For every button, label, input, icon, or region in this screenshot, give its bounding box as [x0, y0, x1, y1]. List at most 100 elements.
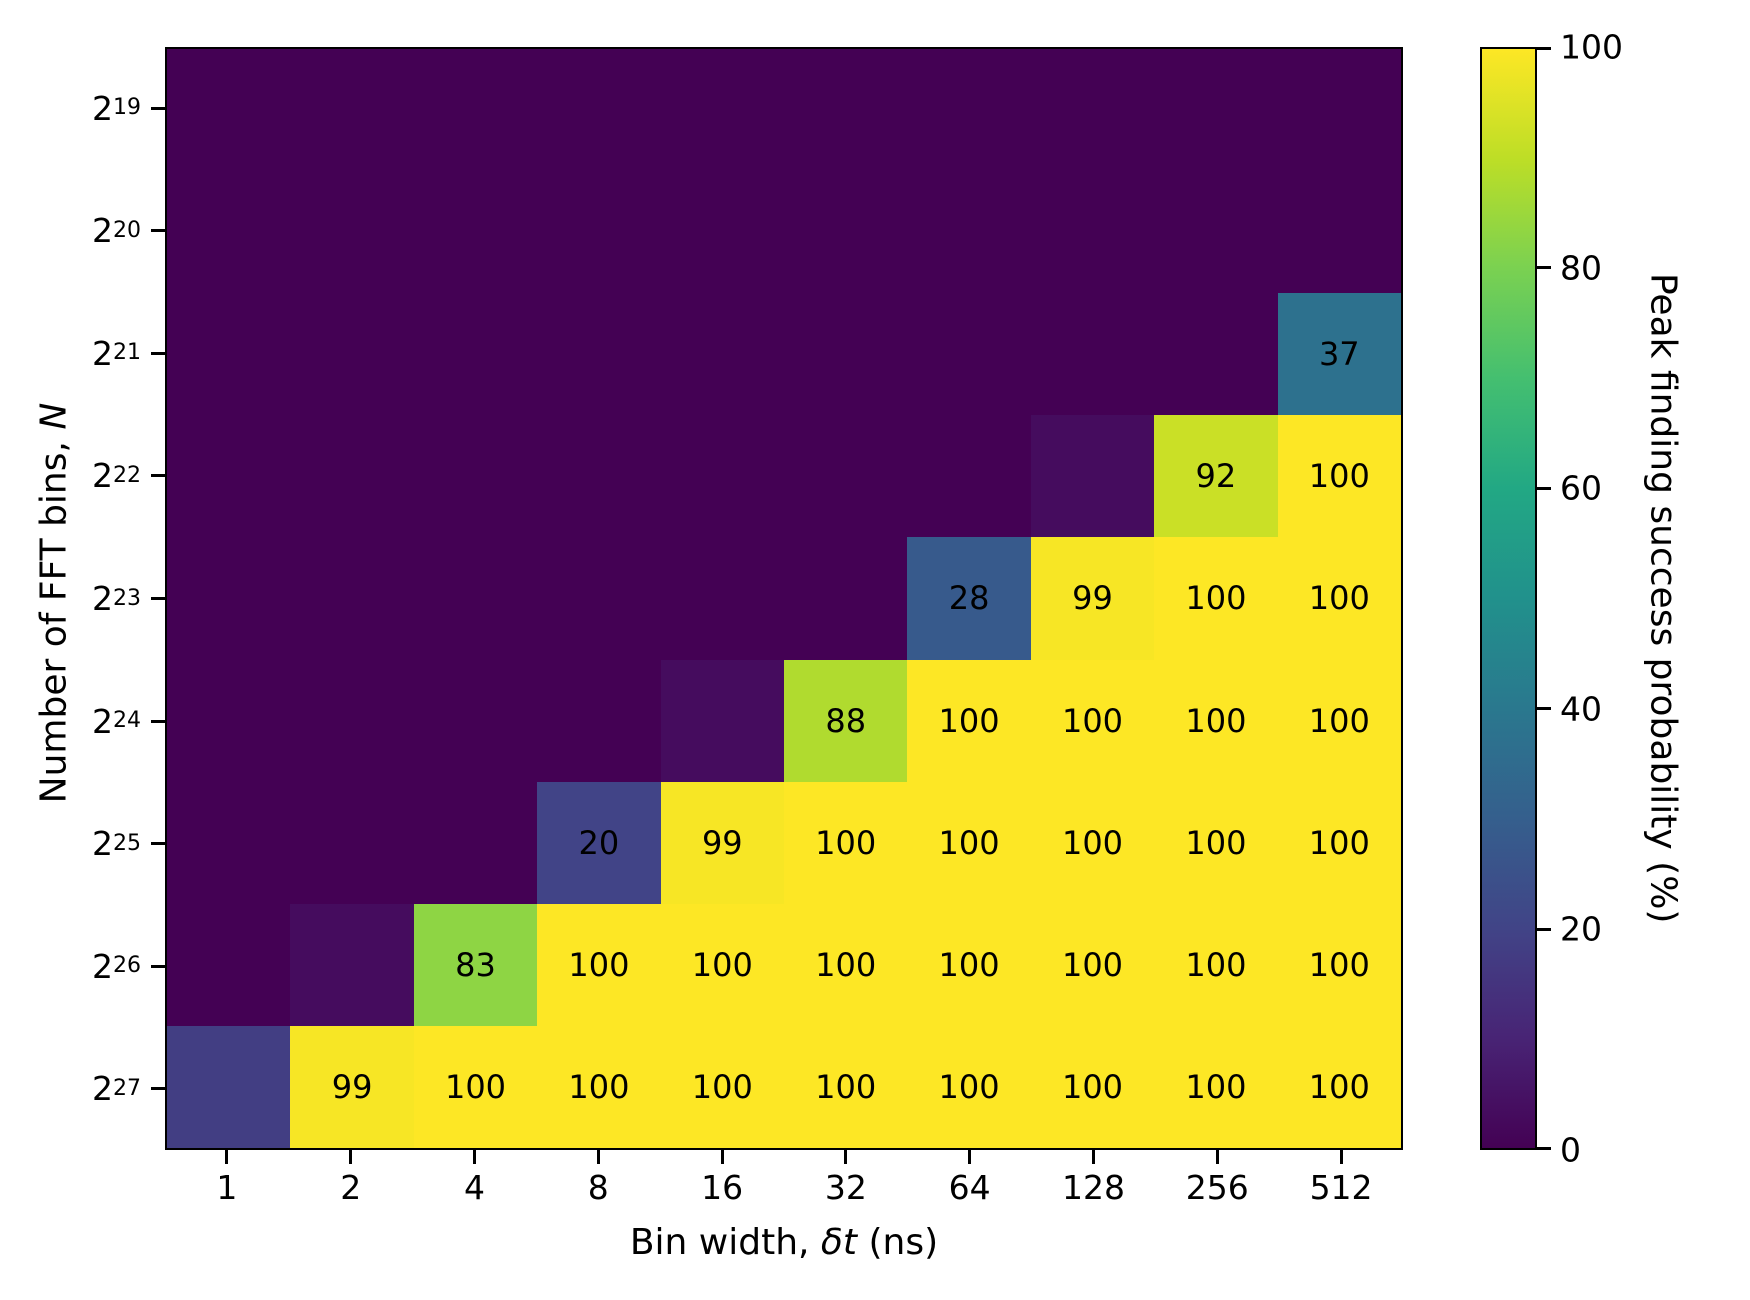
heatmap-cell: 100 — [907, 659, 1031, 782]
y-tick-base: 2 — [92, 1069, 113, 1109]
x-tick-label: 2 — [340, 1167, 362, 1207]
colorbar-tick-mark — [1537, 486, 1551, 490]
heatmap-cell: 100 — [1154, 1025, 1278, 1148]
y-tick-label: 2 21 — [92, 333, 141, 373]
heatmap-cell: 100 — [1277, 537, 1401, 660]
plot-area: 37 92 100 28 99 100 100 88 100 100 100 100 20 99 100 10… — [165, 47, 1403, 1150]
heatmap-cell: 100 — [1154, 903, 1278, 1026]
cell-value-label: 100 — [1308, 1067, 1370, 1106]
heatmap-cell — [537, 537, 661, 660]
heatmap-cell — [784, 171, 908, 294]
heatmap-cell: 100 — [1277, 781, 1401, 904]
cell-value-label: 100 — [938, 1067, 1000, 1106]
x-tick-mark — [720, 1150, 724, 1164]
x-tick-mark — [1339, 1150, 1343, 1164]
colorbar-tick-mark — [1537, 707, 1551, 711]
cell-value-label: 100 — [1185, 823, 1247, 862]
heatmap-cell: 99 — [290, 1025, 414, 1148]
x-tick-label: 256 — [1185, 1167, 1249, 1207]
y-tick-base: 2 — [92, 824, 113, 864]
heatmap-cell: 100 — [784, 903, 908, 1026]
colorbar-label: Peak finding success probability (%) — [1642, 273, 1684, 924]
cell-value-label: 92 — [1195, 457, 1237, 496]
heatmap-cell — [1030, 415, 1155, 538]
x-axis-label-suffix: (ns) — [857, 1222, 939, 1263]
heatmap-cell — [1030, 49, 1155, 172]
cell-value-label: 100 — [568, 1067, 630, 1106]
heatmap-cell — [784, 49, 908, 172]
colorbar-tick-mark — [1537, 927, 1551, 931]
heatmap-cell — [907, 171, 1031, 294]
heatmap-cell — [167, 781, 291, 904]
cell-value-label: 100 — [1308, 945, 1370, 984]
y-tick-mark — [151, 474, 165, 478]
cell-value-label: 100 — [938, 701, 1000, 740]
x-tick-mark — [844, 1150, 848, 1164]
cell-value-label: 100 — [1061, 1067, 1124, 1106]
heatmap-cell — [290, 171, 414, 294]
cell-value-label: 99 — [331, 1067, 373, 1106]
heatmap-cell: 88 — [784, 659, 908, 782]
heatmap-cell — [167, 659, 291, 782]
heatmap-cell — [660, 537, 784, 660]
y-tick-base: 2 — [92, 211, 113, 251]
x-tick-label: 1 — [216, 1167, 238, 1207]
heatmap-cell — [1030, 293, 1155, 416]
heatmap-cell — [167, 903, 291, 1026]
x-axis-label: Bin width, δt (ns) — [165, 1222, 1403, 1263]
heatmap-cell: 100 — [907, 1025, 1031, 1148]
heatmap-cell — [290, 659, 414, 782]
y-tick-label: 2 26 — [92, 946, 141, 986]
cell-value-label: 100 — [1061, 823, 1124, 862]
cell-value-label: 100 — [1308, 701, 1370, 740]
x-tick-mark — [1092, 1150, 1095, 1164]
cell-value-label: 100 — [938, 945, 1000, 984]
heatmap-cell — [167, 293, 291, 416]
heatmap-cell: 92 — [1154, 415, 1278, 538]
heatmap-cell: 100 — [413, 1025, 538, 1148]
heatmap-cell: 100 — [1277, 659, 1401, 782]
cell-value-label: 88 — [825, 701, 867, 740]
cell-value-label: 20 — [578, 823, 620, 862]
x-tick-label: 8 — [587, 1167, 609, 1207]
heatmap-cell — [413, 293, 538, 416]
x-tick-label: 512 — [1309, 1167, 1373, 1207]
x-tick-mark — [968, 1150, 972, 1164]
colorbar-tick-mark — [1537, 47, 1551, 50]
heatmap-cell: 100 — [784, 1025, 908, 1148]
heatmap-cell — [537, 659, 661, 782]
y-tick-label: 2 24 — [92, 701, 141, 741]
y-tick-mark — [151, 351, 165, 355]
heatmap-cell — [1030, 171, 1155, 294]
colorbar-tick-labels: 0 20 40 60 80 100 — [1560, 31, 1650, 1167]
heatmap-cell — [660, 171, 784, 294]
cell-value-label: 100 — [1185, 945, 1247, 984]
heatmap-cell — [413, 49, 538, 172]
y-tick-label: 2 25 — [92, 824, 141, 864]
colorbar — [1480, 47, 1537, 1150]
heatmap-cell — [784, 293, 908, 416]
heatmap-cell: 100 — [907, 903, 1031, 1026]
heatmap-cell — [784, 537, 908, 660]
heatmap-cell: 100 — [1030, 1025, 1155, 1148]
x-tick-label: 4 — [463, 1167, 485, 1207]
heatmap-cell — [167, 1025, 291, 1148]
colorbar-tick-mark — [1537, 266, 1551, 270]
cell-value-label: 100 — [1185, 1067, 1247, 1106]
heatmap-cell — [537, 415, 661, 538]
y-axis-tick-marks — [151, 47, 165, 1150]
cell-value-label: 37 — [1318, 335, 1360, 374]
heatmap-cell — [413, 171, 538, 294]
heatmap-cell: 28 — [907, 537, 1031, 660]
cell-value-label: 100 — [1185, 579, 1247, 618]
heatmap-cell: 100 — [784, 781, 908, 904]
x-tick-mark — [225, 1150, 229, 1164]
cell-value-label: 100 — [1185, 701, 1247, 740]
heatmap-cell — [167, 537, 291, 660]
x-axis-label-italic: δt — [820, 1222, 858, 1263]
heatmap-cell — [907, 415, 1031, 538]
x-tick-label: 64 — [948, 1167, 991, 1207]
heatmap-cell — [413, 659, 538, 782]
heatmap-cell — [413, 781, 538, 904]
